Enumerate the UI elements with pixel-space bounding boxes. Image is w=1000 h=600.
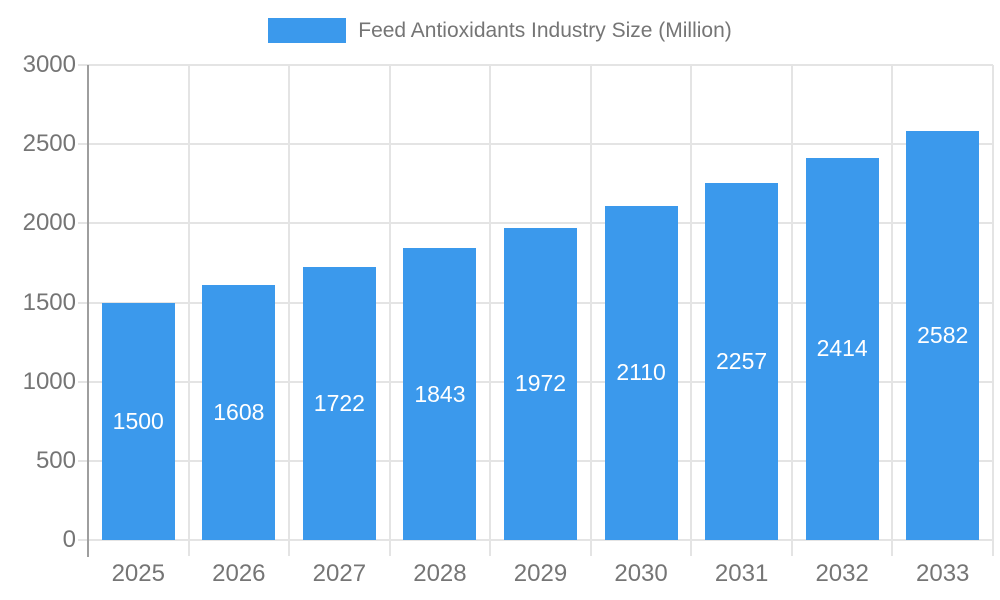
- y-axis-tick: [78, 222, 88, 225]
- bar-value-label: 2414: [816, 335, 868, 362]
- x-axis-tick: [187, 540, 190, 556]
- y-axis-tick-label: 500: [35, 446, 76, 474]
- x-axis-tick: [891, 540, 894, 556]
- x-axis-tick-label: 2029: [513, 560, 568, 587]
- x-axis-tick: [690, 540, 693, 556]
- x-axis-tick-label: 2033: [916, 560, 970, 587]
- x-axis-tick: [992, 540, 994, 556]
- gridline-vertical: [187, 65, 190, 540]
- y-axis-tick-label: 3000: [22, 51, 76, 78]
- y-axis-tick: [78, 143, 88, 146]
- bar-2027[interactable]: [302, 267, 376, 540]
- gridline-vertical: [790, 65, 793, 540]
- y-axis-line: [87, 65, 89, 557]
- bar-value-label: 1500: [112, 407, 164, 434]
- bar-value-label: 2110: [616, 359, 666, 386]
- bar-value-label: 1843: [414, 380, 466, 407]
- gridline-vertical: [388, 65, 391, 540]
- gridline-vertical: [690, 65, 693, 540]
- gridline-vertical: [489, 65, 492, 540]
- y-axis-tick: [78, 459, 88, 462]
- y-axis-tick: [78, 301, 88, 304]
- x-axis-tick-label: 2025: [111, 560, 165, 587]
- x-axis-tick-label: 2026: [212, 560, 266, 587]
- bar-2030[interactable]: [604, 205, 678, 540]
- bar-value-label: 1608: [213, 399, 265, 426]
- x-axis-tick-label: 2028: [413, 560, 467, 587]
- x-axis-tick-label: 2031: [714, 560, 769, 587]
- x-axis-tick-label: 2030: [614, 560, 668, 587]
- y-axis-tick-label: 2500: [22, 130, 76, 158]
- bar-2025[interactable]: [101, 302, 175, 540]
- bar-value-label: 2257: [716, 347, 768, 374]
- bar-2033[interactable]: [906, 131, 980, 540]
- bar-2026[interactable]: [202, 285, 276, 540]
- x-axis-tick: [790, 540, 793, 556]
- y-axis-tick-label: 1000: [22, 367, 76, 395]
- bar-2031[interactable]: [705, 182, 779, 540]
- y-axis-tick: [78, 539, 88, 541]
- bar-2032[interactable]: [805, 157, 879, 540]
- x-axis-tick: [288, 540, 291, 556]
- y-axis-tick-label: 0: [62, 526, 76, 553]
- y-axis-tick: [78, 64, 88, 66]
- bar-2029[interactable]: [504, 227, 577, 540]
- bar-value-label: 1972: [514, 370, 567, 397]
- y-axis-tick-label: 2000: [22, 209, 76, 237]
- legend[interactable]: Feed Antioxidants Industry Size (Million…: [0, 18, 1000, 43]
- gridline-horizontal: [88, 64, 993, 66]
- gridline-vertical: [992, 65, 994, 540]
- x-axis-tick-label: 2032: [815, 560, 869, 587]
- gridline-horizontal: [88, 539, 993, 541]
- x-axis-tick: [589, 540, 592, 556]
- y-axis-tick-label: 1500: [22, 288, 76, 316]
- x-axis-tick-label: 2027: [312, 560, 367, 587]
- gridline-horizontal: [88, 222, 993, 225]
- legend-label: Feed Antioxidants Industry Size (Million…: [358, 18, 732, 42]
- gridline-vertical: [891, 65, 894, 540]
- gridline-vertical: [589, 65, 592, 540]
- gridline-horizontal: [88, 143, 993, 146]
- bar-2028[interactable]: [403, 248, 477, 540]
- bar-value-label: 2582: [917, 322, 969, 349]
- gridline-vertical: [288, 65, 291, 540]
- y-axis-tick: [78, 380, 88, 383]
- x-axis-tick: [388, 540, 391, 556]
- legend-swatch: [268, 18, 347, 43]
- x-axis-tick: [489, 540, 492, 556]
- bar-value-label: 1722: [313, 390, 365, 417]
